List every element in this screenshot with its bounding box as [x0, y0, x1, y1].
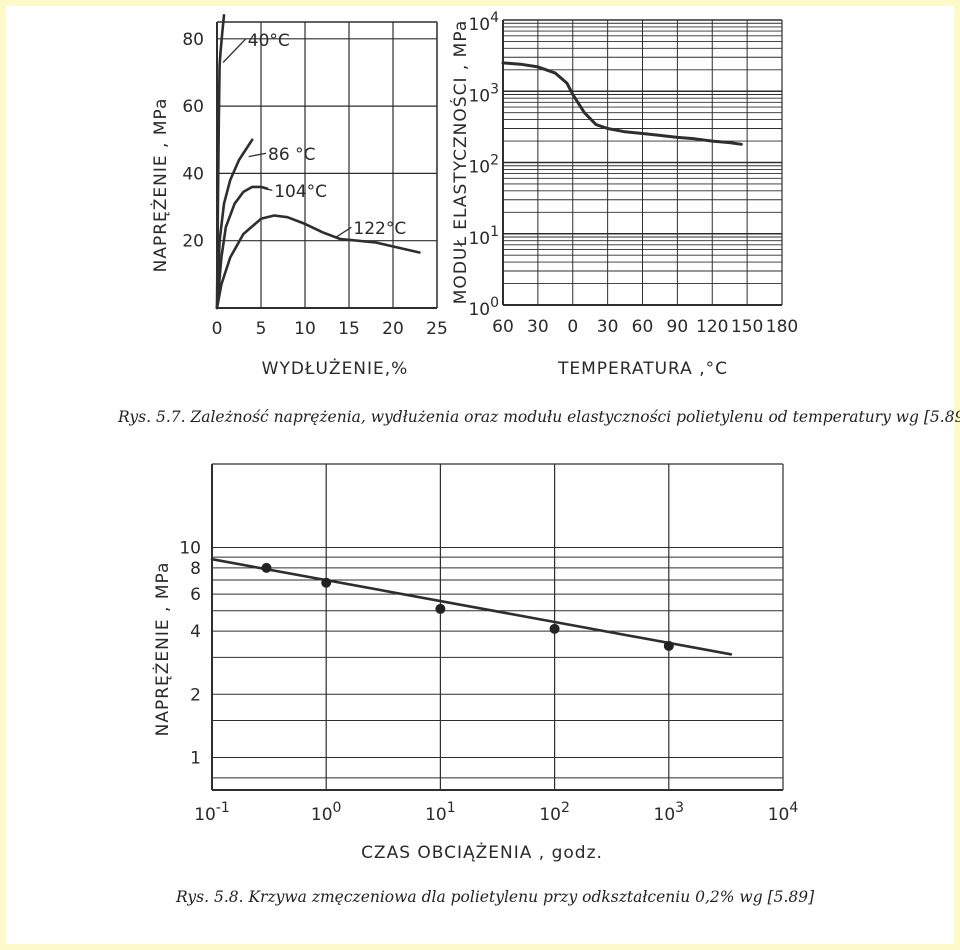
- x-tick-label: 180: [766, 317, 798, 337]
- curve-annotation: 40°C: [248, 31, 290, 51]
- x-tick-label: 5: [256, 319, 267, 339]
- y-tick-label: 100: [468, 295, 499, 320]
- x-tick-label: 60: [632, 317, 654, 337]
- curve-annotation: 122°C: [353, 219, 406, 239]
- stress-strain-xlabel: WYDŁUŻENIE,%: [262, 358, 409, 379]
- data-point: [435, 603, 446, 614]
- x-tick-label: 25: [426, 319, 448, 339]
- x-tick-label: 30: [527, 317, 549, 337]
- series-line: [215, 185, 269, 310]
- curve-annotation: 86 °C: [268, 145, 315, 165]
- fatigue-xlabel: CZAS OBCIĄŻENIA , godz.: [361, 842, 603, 863]
- y-tick-label: 20: [182, 232, 204, 252]
- fatigue-grid: [211, 463, 784, 791]
- series-line: [501, 61, 743, 146]
- x-tick-label: 104: [768, 800, 799, 825]
- fatigue-series: [210, 557, 733, 656]
- fatigue-ylabel: NAPRĘŻENIE , MPa: [152, 562, 173, 737]
- x-tick-label: 10: [294, 319, 316, 339]
- y-tick-label: 2: [190, 685, 201, 705]
- x-tick-label: 101: [425, 800, 456, 825]
- y-tick-label: 60: [182, 97, 204, 117]
- figure2-caption: Rys. 5.8. Krzywa zmęczeniowa dla poliety…: [176, 888, 815, 906]
- x-tick-label: 0: [567, 317, 578, 337]
- y-tick-label: 103: [468, 81, 499, 106]
- data-point: [663, 640, 674, 651]
- fatigue-chart: 10-1 100 101 102 103 104 1 2 4 6 810 CZAS OBCIĄŻEN…: [152, 463, 798, 863]
- series-line: [215, 14, 226, 310]
- stress-strain-annotations: 40°C 86 °C 104°C 122°C: [222, 31, 406, 239]
- x-tick-label: 150: [731, 317, 763, 337]
- y-tick-label: 4: [190, 622, 201, 642]
- y-tick-label: 1: [190, 748, 201, 768]
- x-tick-label: 60: [492, 317, 514, 337]
- fatigue-ticks: 10-1 100 101 102 103 104 1 2 4 6 810: [179, 539, 798, 825]
- series-line: [215, 138, 254, 310]
- modulus-series: [501, 61, 743, 146]
- x-tick-label: 10-1: [194, 800, 230, 825]
- y-tick-label: 101: [468, 224, 499, 249]
- stress-strain-ticks: 0 5 10 15 20 25 20 40 60 80: [182, 30, 447, 339]
- modulus-grid: [502, 19, 783, 306]
- series-line: [215, 214, 421, 310]
- stress-strain-ylabel: NAPRĘŻENIE , MPa: [150, 98, 171, 273]
- modulus-xlabel: TEMPERATURA ,°C: [557, 359, 728, 379]
- data-point: [261, 562, 272, 573]
- stress-strain-series: [215, 14, 421, 310]
- series-line: [210, 557, 733, 656]
- x-tick-label: 0: [212, 319, 223, 339]
- x-tick-label: 102: [539, 800, 570, 825]
- data-point: [321, 577, 332, 588]
- y-tick-label: 6: [190, 585, 201, 605]
- x-tick-label: 30: [597, 317, 619, 337]
- x-tick-label: 103: [654, 800, 685, 825]
- modulus-temperature-chart: 60 30 0 30 60 90 120 150 180 100 101 102 103 104 TEMP…: [449, 10, 798, 379]
- x-tick-label: 100: [311, 800, 342, 825]
- fatigue-points: [261, 562, 674, 651]
- y-tick-label: 8: [190, 559, 201, 579]
- annotation-leader: [335, 226, 352, 238]
- annotation-leader: [248, 152, 267, 158]
- figure1-caption: Rys. 5.7. Zależność naprężenia, wydłużen…: [118, 408, 960, 426]
- x-tick-label: 20: [382, 319, 404, 339]
- modulus-ticks: 60 30 0 30 60 90 120 150 180 100 101 102 103 104: [468, 10, 798, 337]
- annotation-leader: [222, 38, 247, 63]
- modulus-ylabel: MODUŁ ELASTYCZNOŚCI , MPa: [449, 20, 471, 304]
- stress-strain-chart: 0 5 10 15 20 25 20 40 60 80 40°C 86 °C 104°C 122°C W…: [150, 14, 448, 379]
- curve-annotation: 104°C: [274, 182, 327, 202]
- y-tick-label: 10: [179, 539, 201, 559]
- y-tick-label: 102: [468, 153, 499, 178]
- data-point: [549, 623, 560, 634]
- y-tick-label: 80: [182, 30, 204, 50]
- x-tick-label: 90: [667, 317, 689, 337]
- x-tick-label: 15: [338, 319, 360, 339]
- annotation-leader: [264, 187, 273, 191]
- y-tick-label: 104: [468, 10, 499, 35]
- stress-strain-grid: [216, 21, 438, 309]
- y-tick-label: 40: [182, 164, 204, 184]
- x-tick-label: 120: [696, 317, 728, 337]
